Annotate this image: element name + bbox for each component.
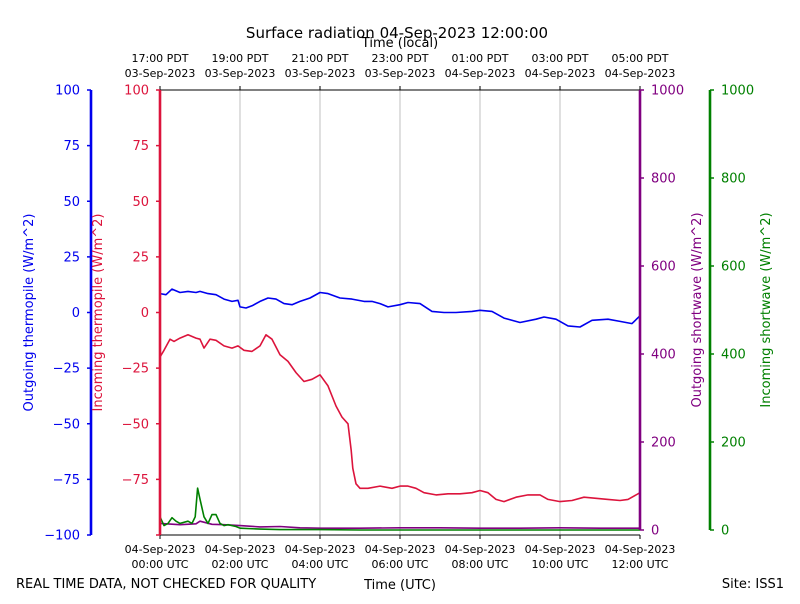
series-line-outgoing-thermopile — [159, 288, 641, 328]
bottom-x-tick-label-6: 04-Sep-2023 12:00 UTC — [605, 543, 676, 571]
grid-lines — [239, 90, 561, 535]
incoming-thermopile-tick-label-5: 25 — [132, 250, 149, 265]
chart-title: Surface radiation 04-Sep-2023 12:00:00 — [246, 24, 548, 42]
incoming-shortwave-tick-label-3: 600 — [721, 260, 746, 275]
incoming-shortwave-axis-label: Incoming shortwave (W/m^2) — [759, 212, 774, 407]
top-x-tick-label-6: 05:00 PDT 04-Sep-2023 — [605, 52, 676, 80]
outgoing-thermopile-tick-label-7: 75 — [63, 139, 80, 154]
quality-disclaimer: REAL TIME DATA, NOT CHECKED FOR QUALITY — [16, 577, 316, 592]
outgoing-thermopile-tick-label-0: −100 — [44, 529, 80, 544]
outgoing-thermopile-tick-label-8: 100 — [55, 84, 80, 99]
top-x-tick-label-3: 23:00 PDT 03-Sep-2023 — [365, 52, 436, 80]
outgoing-shortwave-tick-label-5: 1000 — [651, 84, 684, 99]
outgoing-thermopile-tick-label-5: 25 — [63, 250, 80, 265]
outgoing-shortwave-tick-label-0: 0 — [651, 524, 659, 539]
outgoing-thermopile-tick-label-3: −25 — [53, 362, 80, 377]
bottom-x-tick-label-2: 04-Sep-2023 04:00 UTC — [285, 543, 356, 571]
outgoing-thermopile-tick-label-1: −75 — [53, 473, 80, 488]
top-x-tick-label-0: 17:00 PDT 03-Sep-2023 — [125, 52, 196, 80]
incoming-shortwave-tick-label-4: 800 — [721, 172, 746, 187]
outgoing-shortwave-tick-label-2: 400 — [651, 348, 676, 363]
outgoing-shortwave-tick-label-4: 800 — [651, 172, 676, 187]
incoming-thermopile-tick-label-3: −25 — [122, 362, 149, 377]
bottom-x-axis-label: Time (UTC) — [363, 578, 436, 593]
series-line-incoming-thermopile — [159, 333, 641, 503]
outgoing-thermopile-tick-label-4: 0 — [72, 306, 80, 321]
chart-text: Surface radiation 04-Sep-2023 12:00:00 T… — [16, 24, 784, 593]
series-line-outgoing-shortwave — [159, 520, 640, 530]
incoming-thermopile-tick-label-1: −75 — [122, 473, 149, 488]
site-label: Site: ISS1 — [722, 577, 784, 592]
outgoing-thermopile-tick-label-2: −50 — [53, 417, 80, 432]
top-x-tick-label-1: 19:00 PDT 03-Sep-2023 — [205, 52, 276, 80]
top-x-tick-label-4: 01:00 PDT 04-Sep-2023 — [445, 52, 516, 80]
bottom-x-tick-label-0: 04-Sep-2023 00:00 UTC — [125, 543, 196, 571]
top-x-tick-label-2: 21:00 PDT 03-Sep-2023 — [285, 52, 356, 80]
outgoing-shortwave-axis-label: Outgoing shortwave (W/m^2) — [690, 212, 705, 407]
bottom-x-tick-label-4: 04-Sep-2023 08:00 UTC — [445, 543, 516, 571]
top-x-axis-label: Time (local) — [361, 36, 438, 51]
incoming-thermopile-tick-label-6: 50 — [132, 195, 149, 210]
bottom-x-tick-label-1: 04-Sep-2023 02:00 UTC — [205, 543, 276, 571]
incoming-thermopile-tick-label-2: −50 — [122, 417, 149, 432]
outgoing-shortwave-tick-label-3: 600 — [651, 260, 676, 275]
incoming-shortwave-tick-label-0: 0 — [721, 524, 729, 539]
series-line-incoming-shortwave — [159, 487, 640, 531]
incoming-shortwave-tick-label-2: 400 — [721, 348, 746, 363]
bottom-x-tick-label-3: 04-Sep-2023 06:00 UTC — [365, 543, 436, 571]
incoming-thermopile-axis-label: Incoming thermopile (W/m^2) — [91, 214, 106, 412]
outgoing-thermopile-tick-label-6: 50 — [63, 195, 80, 210]
series-lines — [159, 288, 641, 531]
outgoing-shortwave-tick-label-1: 200 — [651, 436, 676, 451]
incoming-shortwave-tick-label-1: 200 — [721, 436, 746, 451]
bottom-x-tick-label-5: 04-Sep-2023 10:00 UTC — [525, 543, 596, 571]
incoming-thermopile-tick-label-7: 75 — [132, 139, 149, 154]
top-x-tick-label-5: 03:00 PDT 04-Sep-2023 — [525, 52, 596, 80]
incoming-thermopile-tick-label-4: 0 — [141, 306, 149, 321]
axes: 04-Sep-2023 00:00 UTC 04-Sep-2023 02:00 UTC… — [22, 52, 774, 571]
incoming-shortwave-tick-label-5: 1000 — [721, 84, 754, 99]
incoming-thermopile-tick-label-8: 100 — [124, 84, 149, 99]
outgoing-thermopile-axis-label: Outgoing thermopile (W/m^2) — [22, 214, 37, 412]
